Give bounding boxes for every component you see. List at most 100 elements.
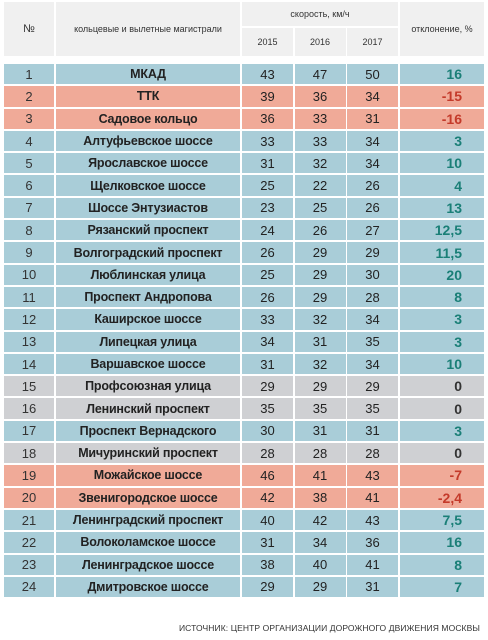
speed-2017: 34 [347,309,398,330]
road-name: Шоссе Энтузиастов [56,197,240,219]
table-row: 24 Дмитровское шоссе 29 29 31 7 [4,576,484,598]
table-row: 10 Люблинская улица 25 29 30 20 [4,264,484,285]
speed-2016: 29 [294,242,346,263]
speed-2017: 41 [347,554,398,575]
speed-2016: 40 [294,554,346,575]
speed-2016: 35 [294,398,346,419]
speed-2017: 36 [347,532,398,553]
speed-2016: 26 [294,220,346,241]
row-number: 18 [4,443,54,464]
source-note: ИСТОЧНИК: ЦЕНТР ОРГАНИЗАЦИИ ДОРОЖНОГО ДВ… [178,623,480,633]
table-row: 7 Шоссе Энтузиастов 23 25 26 13 [4,197,484,219]
road-name: Липецкая улица [56,331,240,352]
deviation-value: 0 [400,376,484,397]
speed-2016: 29 [294,286,346,308]
speed-2016: 29 [294,264,346,285]
row-number: 12 [4,309,54,330]
road-name: Варшавское шоссе [56,353,240,375]
table-row: 15 Профсоюзная улица 29 29 29 0 [4,376,484,397]
deviation-value: 12,5 [400,220,484,241]
deviation-value: 16 [400,532,484,553]
header-road: кольцевые и вылетные магистрали [56,2,240,56]
deviation-value: 0 [400,398,484,419]
speed-2016: 42 [294,509,346,531]
table-row: 18 Мичуринский проспект 28 28 28 0 [4,443,484,464]
speed-2017: 26 [347,197,398,219]
table-row: 19 Можайское шоссе 46 41 43 -7 [4,465,484,486]
deviation-value: 0 [400,443,484,464]
road-name: Проспект Андропова [56,286,240,308]
speed-2017: 43 [347,509,398,531]
road-name: Дмитровское шоссе [56,576,240,598]
speed-2017: 43 [347,465,398,486]
header-year-2017: 2017 [347,28,398,56]
deviation-value: 13 [400,197,484,219]
speed-2015: 25 [242,175,293,196]
row-number: 17 [4,420,54,442]
speed-2015: 39 [242,86,293,107]
speed-2016: 34 [294,532,346,553]
header-year-2016: 2016 [294,28,346,56]
row-number: 20 [4,487,54,508]
speed-2017: 30 [347,264,398,285]
speed-2015: 36 [242,108,293,129]
table-row: 3 Садовое кольцо 36 33 31 -16 [4,108,484,129]
row-number: 7 [4,197,54,219]
table-row: 17 Проспект Вернадского 30 31 31 3 [4,420,484,442]
speed-2016: 38 [294,487,346,508]
table-row: 16 Ленинский проспект 35 35 35 0 [4,398,484,419]
speed-2016: 29 [294,376,346,397]
speed-2016: 32 [294,309,346,330]
speed-2015: 35 [242,398,293,419]
deviation-value: -15 [400,86,484,107]
deviation-value: 10 [400,153,484,174]
speed-2015: 23 [242,197,293,219]
speed-2017: 31 [347,576,398,598]
speed-2016: 36 [294,86,346,107]
deviation-value: -16 [400,108,484,129]
speed-2016: 28 [294,443,346,464]
speed-2015: 24 [242,220,293,241]
speed-2015: 28 [242,443,293,464]
row-number: 22 [4,532,54,553]
speed-2016: 33 [294,130,346,152]
speed-2015: 43 [242,64,293,85]
speed-2015: 31 [242,532,293,553]
speed-2015: 30 [242,420,293,442]
road-name: Волгоградский проспект [56,242,240,263]
speed-2016: 25 [294,197,346,219]
row-number: 3 [4,108,54,129]
road-name: МКАД [56,64,240,85]
speed-2015: 25 [242,264,293,285]
speed-2016: 22 [294,175,346,196]
speed-2015: 29 [242,576,293,598]
table-row: 23 Ленинградское шоссе 38 40 41 8 [4,554,484,575]
road-name: Алтуфьевское шоссе [56,130,240,152]
speed-2015: 33 [242,309,293,330]
speed-2017: 34 [347,86,398,107]
table-row: 5 Ярославское шоссе 31 32 34 10 [4,153,484,174]
table-row: 1 МКАД 43 47 50 16 [4,64,484,85]
deviation-value: 10 [400,353,484,375]
speed-2016: 32 [294,353,346,375]
row-number: 15 [4,376,54,397]
row-number: 8 [4,220,54,241]
table-row: 2 ТТК 39 36 34 -15 [4,86,484,107]
speed-2017: 28 [347,286,398,308]
speed-2017: 34 [347,130,398,152]
speed-2017: 29 [347,376,398,397]
table-row: 14 Варшавское шоссе 31 32 34 10 [4,353,484,375]
road-name: Ленинградское шоссе [56,554,240,575]
speed-2016: 41 [294,465,346,486]
speed-2017: 31 [347,420,398,442]
table-row: 4 Алтуфьевское шоссе 33 33 34 3 [4,130,484,152]
speed-2017: 31 [347,108,398,129]
row-number: 11 [4,286,54,308]
deviation-value: 3 [400,130,484,152]
table-body: 1 МКАД 43 47 50 16 2 ТТК 39 36 34 -15 3 Садовое кольц… [4,64,484,599]
row-number: 6 [4,175,54,196]
deviation-value: 3 [400,309,484,330]
header-speed: скорость, км/ч [242,2,398,26]
road-name: Садовое кольцо [56,108,240,129]
speed-2016: 47 [294,64,346,85]
